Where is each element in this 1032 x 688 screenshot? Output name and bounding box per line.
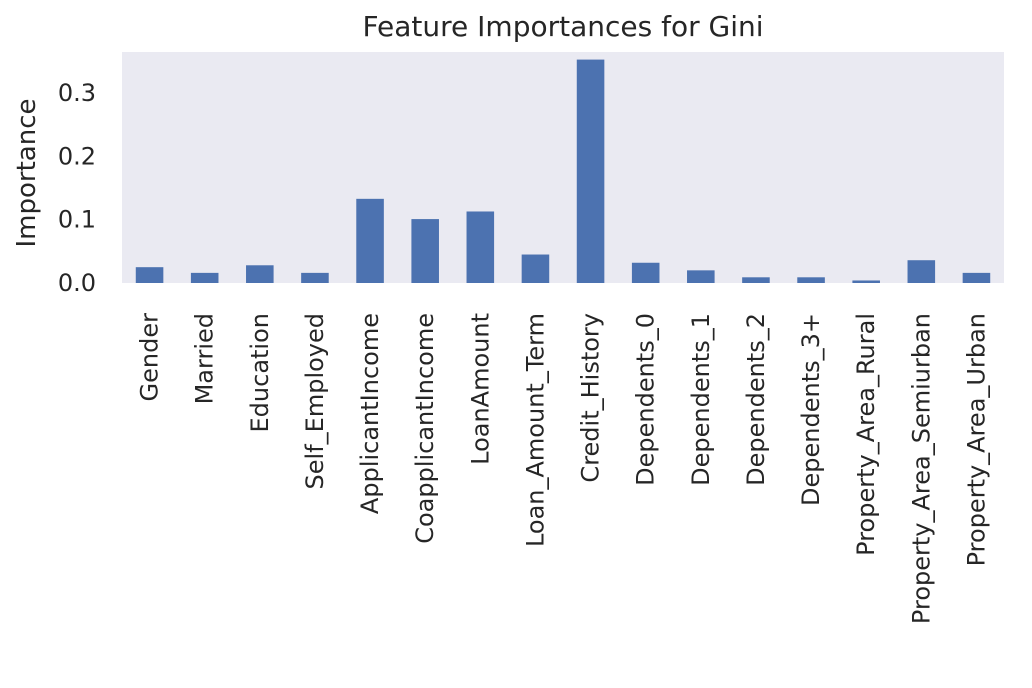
x-tick-label: Dependents_3+ — [797, 313, 825, 506]
bar-credit-history — [576, 59, 605, 284]
y-tick-label: 0.2 — [58, 142, 96, 170]
bar-dependents-2 — [742, 277, 770, 283]
bars-group — [135, 59, 991, 284]
bar-married — [190, 272, 219, 283]
y-tick-label: 0.1 — [58, 206, 96, 234]
y-axis-label: Importance — [12, 99, 42, 248]
bar-loanamount — [466, 211, 495, 283]
x-tick-label: ApplicantIncome — [356, 313, 384, 514]
y-tick-label: 0.0 — [58, 269, 96, 297]
x-tick-label: Loan_Amount_Term — [521, 313, 549, 547]
x-tick-label: Credit_History — [577, 313, 605, 483]
bar-gender — [135, 267, 164, 283]
x-tick-label: Dependents_0 — [632, 313, 660, 486]
bar-self-employed — [301, 272, 329, 283]
y-tick-label: 0.3 — [58, 79, 96, 107]
x-tick-labels: Gender Married Education Self_Employed Appli… — [136, 313, 991, 624]
x-tick-label: Self_Employed — [301, 313, 329, 489]
bar-education — [246, 265, 274, 283]
x-tick-label: Gender — [136, 313, 164, 402]
bar-property-area-semiurban — [907, 260, 936, 283]
x-tick-label: Married — [191, 313, 219, 404]
x-tick-label: Property_Area_Urban — [962, 313, 990, 566]
bar-dependents-1 — [687, 270, 715, 283]
bar-property-area-rural — [852, 280, 880, 283]
x-tick-label: Property_Area_Rural — [852, 313, 880, 556]
x-tick-label: Dependents_2 — [742, 313, 770, 486]
y-tick-labels: 0.0 0.1 0.2 0.3 — [58, 79, 96, 297]
bar-dependents-0 — [631, 262, 660, 283]
bar-property-area-urban — [962, 272, 991, 283]
bar-applicantincome — [356, 198, 384, 283]
x-tick-label: Property_Area_Semiurban — [907, 313, 935, 624]
chart-title: Feature Importances for Gini — [362, 10, 763, 43]
x-tick-label: Education — [246, 313, 274, 432]
plot-area — [122, 52, 1004, 283]
bar-coapplicantincome — [411, 219, 439, 283]
bar-dependents-3- — [797, 277, 825, 283]
x-tick-label: Dependents_1 — [687, 313, 715, 486]
bar-loan-amount-term — [521, 254, 550, 283]
x-tick-label: CoapplicantIncome — [411, 313, 439, 544]
x-tick-label: LoanAmount — [466, 313, 494, 465]
